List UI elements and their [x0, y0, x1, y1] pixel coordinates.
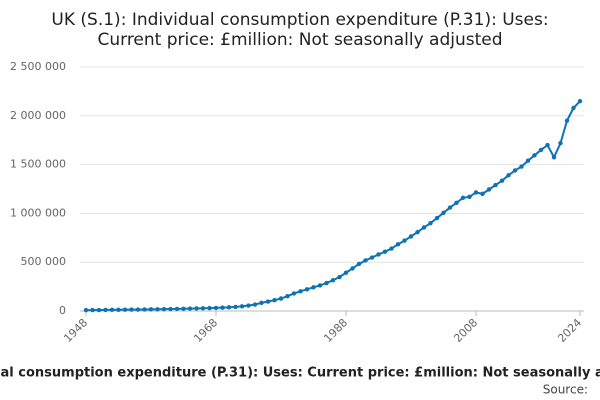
- source: Source:: [543, 383, 588, 397]
- data-point: [239, 304, 245, 309]
- data-point: [480, 191, 485, 197]
- x-tick-label: 2024: [555, 316, 584, 345]
- data-point: [408, 234, 414, 239]
- data-point: [317, 283, 323, 288]
- data-point: [148, 307, 154, 312]
- data-point: [571, 105, 576, 111]
- data-point: [415, 229, 420, 235]
- data-point: [350, 266, 355, 271]
- data-point: [343, 270, 349, 275]
- data-point: [298, 289, 303, 294]
- data-point: [187, 306, 193, 311]
- data-point: [272, 297, 277, 303]
- data-point: [168, 306, 173, 312]
- data-point: [116, 307, 121, 312]
- x-tick-label: 1948: [61, 316, 90, 345]
- data-point: [246, 303, 251, 308]
- data-point: [558, 140, 563, 146]
- data-point: [135, 307, 141, 312]
- data-point: [564, 118, 570, 123]
- data-point: [161, 306, 167, 312]
- data-point: [421, 225, 427, 230]
- x-tick-label: 1988: [321, 316, 350, 345]
- data-point: [356, 261, 362, 267]
- data-point: [545, 142, 550, 148]
- data-point: [395, 242, 401, 247]
- data-point: [291, 291, 297, 296]
- data-point: [96, 307, 102, 313]
- y-tick-label: 1 000 000: [10, 206, 66, 219]
- data-point: [577, 98, 583, 104]
- data-point: [486, 187, 492, 192]
- data-point: [454, 200, 459, 206]
- data-point: [337, 274, 342, 280]
- data-point: [129, 307, 134, 312]
- data-point: [155, 307, 160, 312]
- data-point: [493, 182, 498, 188]
- data-point: [259, 300, 264, 306]
- data-point: [181, 306, 186, 311]
- data-point: [324, 280, 329, 286]
- data-point: [369, 255, 375, 260]
- y-tick-label: 2 500 000: [10, 60, 66, 73]
- data-point: [103, 307, 108, 313]
- y-tick-label: 1 500 000: [10, 158, 66, 171]
- y-tick-label: 500 000: [21, 255, 67, 268]
- data-point: [304, 287, 310, 292]
- data-point: [473, 190, 479, 195]
- data-point: [519, 164, 524, 169]
- data-point: [226, 305, 232, 310]
- data-point: [285, 293, 290, 299]
- data-point: [402, 238, 407, 243]
- footer-title: Individual consumption expenditure (P.31…: [0, 366, 600, 381]
- data-point: [506, 173, 511, 178]
- data-point: [233, 304, 238, 310]
- data-point: [428, 220, 433, 226]
- data-point: [512, 168, 518, 173]
- data-point: [389, 246, 394, 251]
- data-point: [532, 153, 537, 158]
- data-point: [330, 278, 336, 283]
- data-point: [265, 299, 271, 304]
- data-point: [363, 258, 368, 263]
- data-point: [499, 178, 505, 183]
- data-point: [194, 306, 199, 311]
- y-tick-label: 2 000 000: [10, 109, 66, 122]
- data-point: [220, 305, 225, 310]
- data-point: [109, 307, 115, 313]
- data-point: [551, 155, 557, 160]
- data-point: [200, 306, 206, 311]
- y-tick-label: 0: [59, 304, 66, 317]
- data-point: [278, 296, 284, 301]
- data-point: [122, 307, 128, 312]
- data-point: [447, 205, 453, 210]
- data-point: [83, 307, 89, 313]
- data-point: [382, 249, 388, 254]
- data-point: [207, 305, 212, 311]
- x-tick-label: 2008: [451, 316, 480, 345]
- data-point: [213, 305, 219, 311]
- chart-title: Current price: £million: Not seasonally …: [97, 30, 502, 50]
- data-point: [376, 252, 381, 257]
- data-point: [538, 147, 544, 153]
- data-point: [525, 158, 531, 163]
- data-point: [174, 306, 180, 312]
- data-point: [311, 285, 316, 290]
- data-point: [441, 210, 446, 216]
- data-point: [90, 307, 95, 313]
- data-point: [460, 195, 466, 200]
- data-point: [142, 307, 147, 312]
- data-point: [467, 194, 472, 200]
- data-point: [434, 215, 440, 221]
- chart-title: UK (S.1): Individual consumption expendi…: [51, 10, 548, 30]
- data-point: [252, 302, 258, 307]
- x-tick-label: 1968: [191, 316, 220, 345]
